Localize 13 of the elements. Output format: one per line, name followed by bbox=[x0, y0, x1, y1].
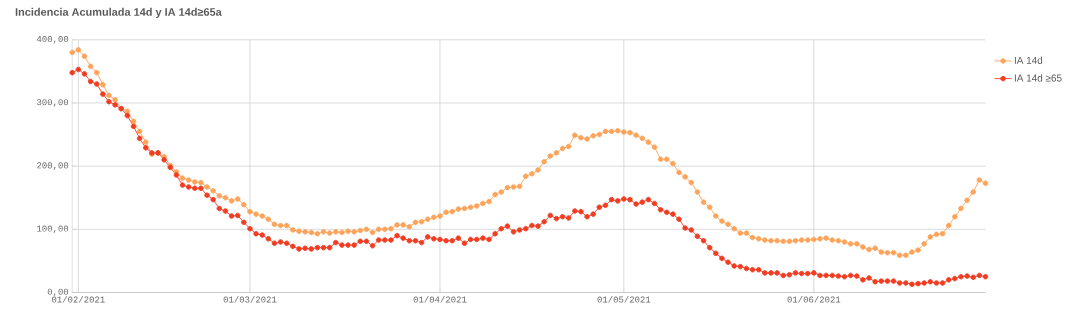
x-tick-label: 01/06/2021 bbox=[787, 295, 841, 303]
x-tick-label: 01/04/2021 bbox=[413, 295, 467, 303]
legend-label: IA 14d ≥65 bbox=[1014, 74, 1062, 82]
x-tick-label: 01/02/2021 bbox=[52, 295, 105, 303]
y-tick-label: 300,00 bbox=[37, 99, 69, 107]
chart-title: Incidencia Acumulada 14d y IA 14d≥65a bbox=[15, 7, 222, 18]
x-tick-label: 01/05/2021 bbox=[597, 295, 651, 303]
y-tick-label: 200,00 bbox=[37, 162, 69, 170]
y-tick-label: 0,00 bbox=[47, 288, 69, 297]
y-tick-label: 100,00 bbox=[37, 225, 69, 233]
legend-label: IA 14d bbox=[1014, 56, 1043, 64]
x-tick-label: 01/03/2021 bbox=[223, 295, 277, 303]
y-tick-label: 400,00 bbox=[36, 35, 69, 44]
